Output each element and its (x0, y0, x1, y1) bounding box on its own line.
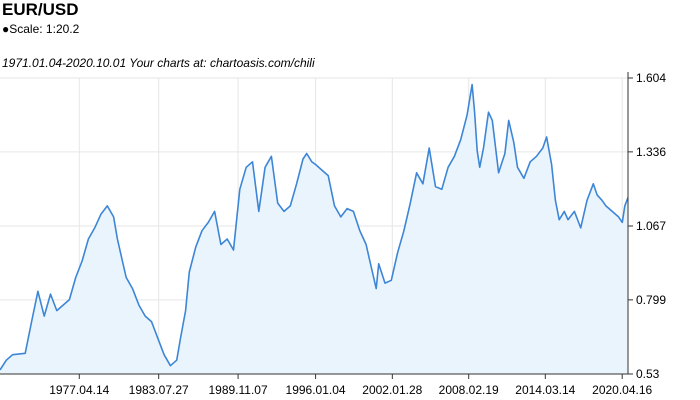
chart-title: EUR/USD (2, 0, 79, 19)
x-tick-label: 1996.01.04 (286, 383, 346, 397)
chart-subtitle: 1971.01.04-2020.10.01 Your charts at: ch… (2, 56, 315, 70)
scale-label: ●Scale: 1:20.2 (2, 22, 80, 36)
y-tick-label: 1.336 (636, 145, 666, 159)
x-tick-label: 1983.07.27 (129, 383, 189, 397)
y-tick-label: 1.604 (636, 71, 666, 85)
x-tick-label: 2002.01.28 (362, 383, 422, 397)
x-tick-label: 2008.02.19 (439, 383, 499, 397)
series-line (0, 83, 629, 371)
x-tick-label: 2014.03.14 (515, 383, 575, 397)
y-tick-label: 0.53 (636, 367, 660, 381)
x-tick-label: 1977.04.14 (49, 383, 109, 397)
x-tick-label: 2020.04.16 (592, 383, 652, 397)
series-area (0, 84, 628, 374)
x-tick-label: 1989.11.07 (208, 383, 267, 397)
y-tick-label: 0.799 (636, 293, 666, 307)
y-tick-label: 1.067 (636, 219, 666, 233)
